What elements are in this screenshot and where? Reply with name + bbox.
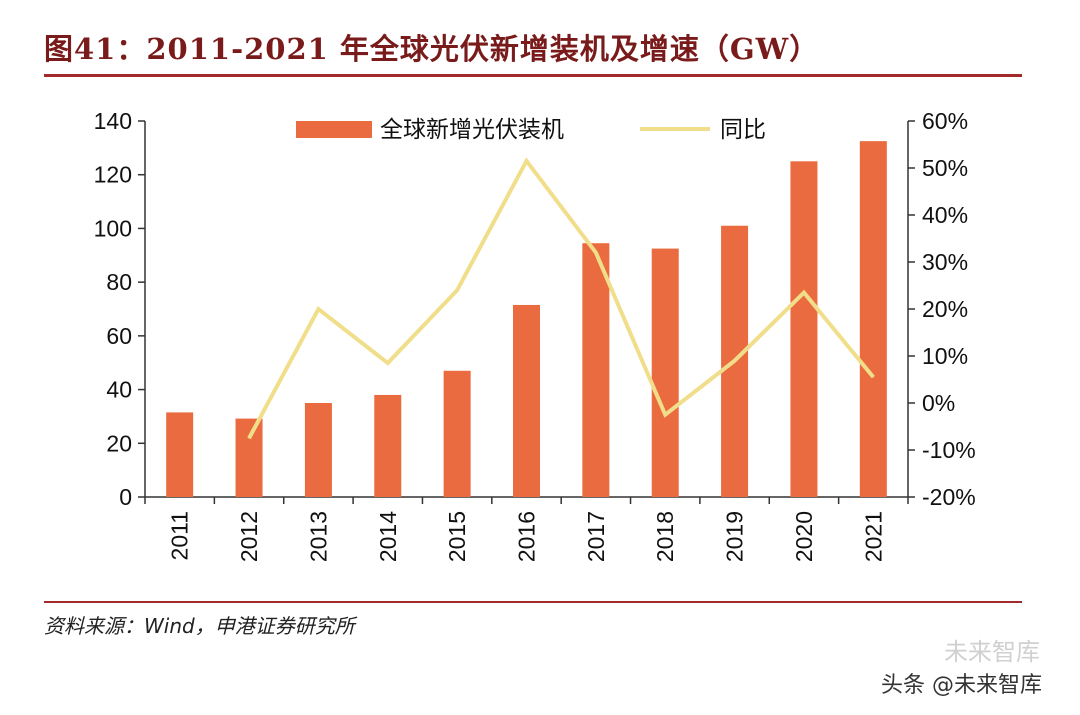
y-left-tick-label: 40 (106, 377, 132, 403)
y-left-tick-label: 100 (94, 215, 132, 241)
y-left-tick-label: 120 (94, 162, 132, 188)
x-tick-label: 2021 (860, 511, 886, 562)
legend-line-label: 同比 (720, 117, 766, 143)
y-right-tick-label: 0% (922, 390, 955, 416)
y-right-tick-label: -20% (922, 484, 976, 510)
watermark-ghost: 未来智库 (944, 638, 1040, 666)
x-tick-label: 2018 (652, 511, 678, 562)
y-left-tick-label: 20 (106, 430, 132, 456)
yoy-point-2014 (387, 362, 389, 364)
source-rule (44, 601, 1022, 603)
x-tick-label: 2019 (722, 511, 748, 562)
y-left-tick-label: 0 (119, 484, 132, 510)
y-right-tick-label: 20% (922, 296, 968, 322)
x-tick-label: 2020 (791, 511, 817, 562)
bar-2013 (304, 403, 332, 497)
x-tick-label: 2011 (167, 511, 193, 560)
watermark: 头条 @未来智库 (881, 673, 1042, 698)
y-left-tick-label: 140 (94, 108, 132, 134)
y-right-tick-label: 50% (922, 155, 968, 181)
y-right-tick-label: 40% (922, 202, 968, 228)
figure-title: 图41：2011-2021 年全球光伏新增装机及增速（GW） (44, 32, 820, 66)
bar-2016 (513, 304, 540, 497)
combo-chart: 0 20 40 60 80 100 120 140 -20% -10% 0% 10% 20% 30% 40%… (94, 108, 976, 562)
x-tick-label: 2013 (305, 511, 331, 562)
x-tick-label: 2017 (583, 511, 609, 562)
yoy-point-2019 (734, 360, 736, 362)
bar-2014 (374, 394, 402, 497)
x-tick-label: 2016 (514, 511, 540, 562)
bar-series (166, 141, 887, 498)
x-tick-label: 2015 (444, 511, 470, 562)
yoy-line (247, 157, 875, 440)
bar-2012 (235, 418, 263, 497)
y-left-tick-label: 60 (106, 323, 132, 349)
yoy-point-2017 (595, 252, 597, 254)
tick-labels: 0 20 40 60 80 100 120 140 -20% -10% 0% 10% 20% 30% 40%… (94, 108, 976, 562)
yoy-point-2018 (664, 414, 666, 416)
x-tick-label: 2012 (236, 511, 262, 562)
bar-2020 (790, 161, 818, 498)
bar-2015 (443, 370, 471, 497)
bar-2011 (166, 412, 194, 497)
bar-2017 (582, 243, 610, 497)
y-right-tick-label: 60% (922, 108, 968, 134)
legend-bar-swatch (296, 121, 372, 138)
yoy-point-2021 (872, 376, 874, 378)
legend: 全球新增光伏装机 同比 (296, 117, 766, 143)
source-note: 资料来源：Wind，申港证券研究所 (44, 614, 355, 638)
title-rule (44, 74, 1022, 77)
yoy-point-2012 (248, 437, 250, 439)
bar-2018 (651, 248, 679, 497)
legend-bar-label: 全球新增光伏装机 (380, 117, 564, 143)
y-left-tick-label: 80 (106, 269, 132, 295)
y-right-tick-label: 30% (922, 249, 968, 275)
line-series (247, 157, 875, 440)
yoy-point-2013 (317, 308, 319, 310)
y-right-tick-label: -10% (922, 437, 976, 463)
bar-2021 (859, 141, 887, 497)
yoy-point-2015 (456, 289, 458, 291)
yoy-point-2016 (526, 160, 527, 162)
y-right-tick-label: 10% (922, 343, 968, 369)
x-tick-label: 2014 (375, 511, 401, 562)
yoy-point-2020 (803, 292, 805, 294)
